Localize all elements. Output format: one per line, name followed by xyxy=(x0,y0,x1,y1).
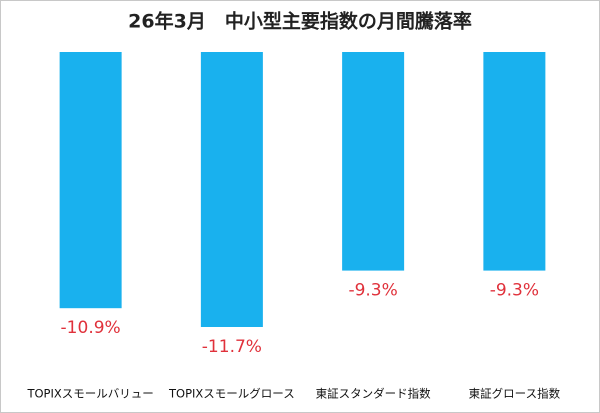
chart-title: 26年3月 中小型主要指数の月間騰落率 xyxy=(128,10,472,33)
x-tick-label: TOPIXスモールバリュー xyxy=(26,387,153,401)
bar xyxy=(59,52,122,309)
bar xyxy=(200,52,263,327)
bar xyxy=(342,52,405,271)
value-label: -9.3% xyxy=(348,281,397,301)
value-label: -11.7% xyxy=(202,337,262,357)
bar xyxy=(483,52,546,271)
value-label: -10.9% xyxy=(61,318,121,338)
x-tick-label: 東証スタンダード指数 xyxy=(316,387,431,401)
x-tick-label: 東証グロース指数 xyxy=(469,387,561,401)
value-label: -9.3% xyxy=(490,281,539,301)
x-tick-label: TOPIXスモールグロース xyxy=(168,387,295,401)
